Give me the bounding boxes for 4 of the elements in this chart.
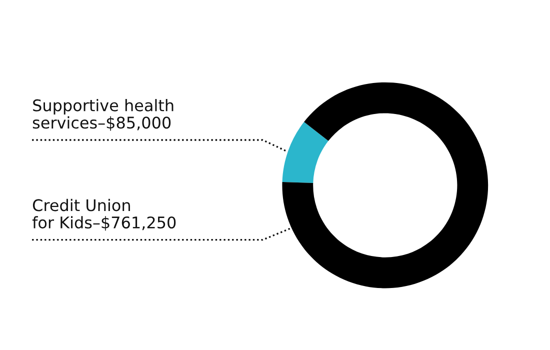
donut-slice <box>282 122 328 183</box>
donut-slice <box>282 82 488 288</box>
slice-label: Supportive health services–$85,000 <box>32 99 174 131</box>
slice-label: Credit Union for Kids–$761,250 <box>32 198 176 231</box>
